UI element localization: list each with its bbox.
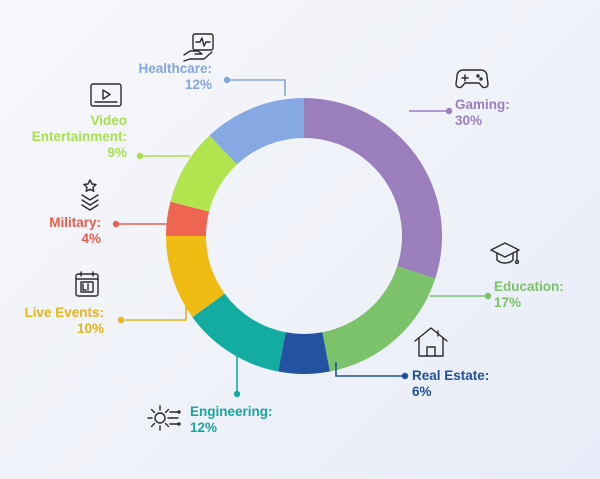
slice-label-3: Engineering: 12% — [190, 404, 273, 435]
video-player-icon — [90, 83, 122, 107]
slice-label-0: Gaming: 30% — [455, 97, 510, 128]
military-rank-icon — [81, 179, 99, 211]
slice-label-1: Education: 17% — [494, 279, 564, 310]
segment-military — [166, 201, 210, 236]
donut-segments — [166, 98, 442, 374]
house-icon — [414, 327, 448, 357]
segment-video-entertainment — [170, 135, 237, 212]
segment-education — [322, 266, 436, 372]
leader-line-7 — [229, 79, 286, 96]
segment-gaming — [304, 98, 442, 279]
slice-label-5: Military: 4% — [49, 215, 101, 246]
healthcare-hand-icon — [183, 33, 214, 62]
slice-label-7: Healthcare: 12% — [138, 61, 212, 92]
leader-lines — [112, 76, 492, 398]
leader-dot-7 — [223, 76, 231, 84]
leader-line-2 — [335, 362, 403, 377]
slice-label-6: Video Entertainment: 9% — [32, 113, 127, 160]
gear-circuit-icon — [147, 405, 181, 431]
gamepad-icon — [455, 69, 489, 89]
leader-dot-6 — [136, 152, 144, 160]
live-calendar-icon — [75, 271, 99, 297]
graduation-cap-icon — [490, 242, 520, 265]
leader-dot-4 — [117, 316, 125, 324]
slice-label-2: Real Estate: 6% — [412, 368, 489, 399]
leader-line-4 — [125, 306, 187, 321]
leader-dot-1 — [484, 292, 492, 300]
leader-dot-5 — [112, 220, 120, 228]
segment-live-events — [166, 236, 225, 318]
slice-label-4: Live Events: 10% — [24, 305, 104, 336]
leader-dot-0 — [445, 107, 453, 115]
leader-dot-3 — [233, 390, 241, 398]
segment-engineering — [192, 293, 286, 372]
segment-real-estate — [278, 332, 330, 374]
slice-labels: Gaming: 30% Education: 17% Real Estate: 6% Eng… — [24, 61, 563, 435]
segment-healthcare — [209, 98, 304, 165]
leader-dot-2 — [401, 372, 409, 380]
